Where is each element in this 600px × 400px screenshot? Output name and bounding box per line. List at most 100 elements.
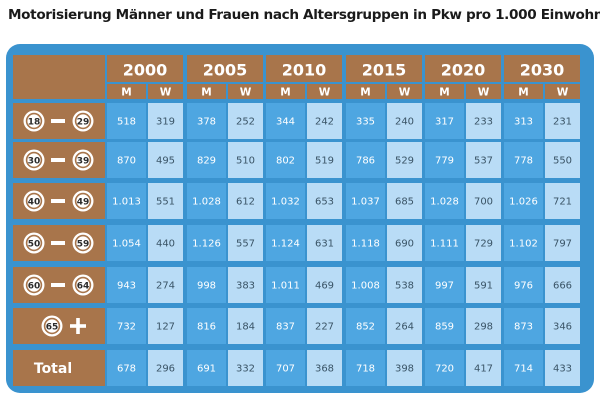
value-cell-women (148, 142, 183, 178)
value-label-men: 313 (514, 117, 533, 128)
value-label-men: 691 (197, 364, 216, 375)
value-label-men: 378 (197, 117, 216, 128)
value-cell-men (346, 183, 385, 219)
value-label-women: 721 (553, 197, 572, 208)
value-cell-men (266, 142, 305, 178)
age-badge-inner (76, 194, 90, 208)
value-label-women: 242 (315, 117, 334, 128)
sub-header-w-cell (387, 84, 422, 99)
sub-header-w: W (557, 87, 569, 99)
value-label-men: 779 (435, 156, 454, 167)
value-cell-women (387, 103, 422, 139)
value-label-men: 837 (276, 322, 295, 333)
value-cell-women (466, 350, 501, 386)
value-label-men: 859 (435, 322, 454, 333)
page-title: Motorisierung Männer und Frauen nach Alt… (8, 7, 600, 23)
motorization-table: 2000 M W 2005 M W 2010 M W 2015 M W 2020 M W 2030 M W 18 29… (13, 55, 580, 386)
value-label-women: 557 (236, 239, 255, 250)
sub-header-w-cell (545, 84, 580, 99)
age-badge-number: 18 (28, 117, 41, 127)
age-badge-inner (45, 319, 59, 333)
value-cell-men (504, 267, 543, 303)
value-label-men: 317 (435, 117, 454, 128)
value-cell-men (425, 183, 464, 219)
value-cell-women (307, 350, 342, 386)
value-label-women: 797 (553, 239, 572, 250)
value-cell-women (545, 103, 580, 139)
value-cell-men (107, 225, 146, 261)
value-label-women: 368 (315, 364, 334, 375)
sub-header-w: W (399, 87, 411, 99)
value-label-men: 720 (435, 364, 454, 375)
value-cell-men (425, 350, 464, 386)
range-dash (51, 241, 65, 245)
value-cell-women (148, 225, 183, 261)
value-cell-men (504, 308, 543, 344)
value-label-men: 707 (276, 364, 295, 375)
value-cell-men (107, 142, 146, 178)
value-cell-women (228, 103, 263, 139)
age-badge-inner (76, 114, 90, 128)
value-label-men: 1.124 (271, 239, 300, 250)
value-label-men: 852 (356, 322, 375, 333)
value-cell-women (466, 267, 501, 303)
age-badge-inner (27, 114, 41, 128)
age-badge-inner (27, 236, 41, 250)
value-label-women: 495 (156, 156, 175, 167)
value-label-women: 653 (315, 197, 334, 208)
sub-header-m: M (201, 87, 211, 99)
value-cell-women (148, 183, 183, 219)
value-label-men: 335 (356, 117, 375, 128)
value-cell-women (387, 183, 422, 219)
value-label-men: 1.054 (112, 239, 141, 250)
value-cell-women (307, 267, 342, 303)
value-label-men: 997 (435, 281, 454, 292)
value-cell-women (466, 142, 501, 178)
value-label-women: 264 (395, 322, 414, 333)
year-header: 2030 (520, 61, 565, 80)
value-cell-men (187, 225, 226, 261)
sub-header-m-cell (107, 84, 146, 99)
value-cell-women (228, 308, 263, 344)
value-label-women: 631 (315, 239, 334, 250)
value-cell-men (266, 183, 305, 219)
value-cell-men (266, 350, 305, 386)
value-cell-women (466, 183, 501, 219)
range-dash (51, 119, 65, 123)
value-cell-women (466, 225, 501, 261)
value-label-women: 298 (474, 322, 493, 333)
sub-header-w: W (319, 87, 331, 99)
value-cell-women (387, 142, 422, 178)
value-label-men: 1.126 (192, 239, 221, 250)
value-cell-women (545, 350, 580, 386)
value-cell-men (266, 308, 305, 344)
value-label-women: 296 (156, 364, 175, 375)
value-label-women: 666 (553, 281, 572, 292)
value-label-men: 1.037 (351, 197, 380, 208)
value-label-women: 537 (474, 156, 493, 167)
value-cell-women (307, 308, 342, 344)
value-label-men: 802 (276, 156, 295, 167)
year-header: 2000 (123, 61, 168, 80)
value-cell-women (228, 225, 263, 261)
value-cell-men (266, 225, 305, 261)
value-label-women: 519 (315, 156, 334, 167)
sub-header-w: W (160, 87, 172, 99)
value-cell-men (107, 267, 146, 303)
value-label-men: 718 (356, 364, 375, 375)
value-cell-men (187, 142, 226, 178)
value-label-women: 332 (236, 364, 255, 375)
value-label-men: 1.028 (192, 197, 221, 208)
value-cell-men (266, 103, 305, 139)
value-cell-women (228, 183, 263, 219)
sub-header-m-cell (187, 84, 226, 99)
age-badge-number: 60 (28, 281, 41, 291)
value-cell-women (387, 267, 422, 303)
value-label-women: 383 (236, 281, 255, 292)
value-label-men: 1.028 (430, 197, 459, 208)
value-cell-men (504, 103, 543, 139)
sub-header-m-cell (266, 84, 305, 99)
value-cell-men (107, 350, 146, 386)
value-cell-men (504, 142, 543, 178)
value-label-women: 184 (236, 322, 255, 333)
